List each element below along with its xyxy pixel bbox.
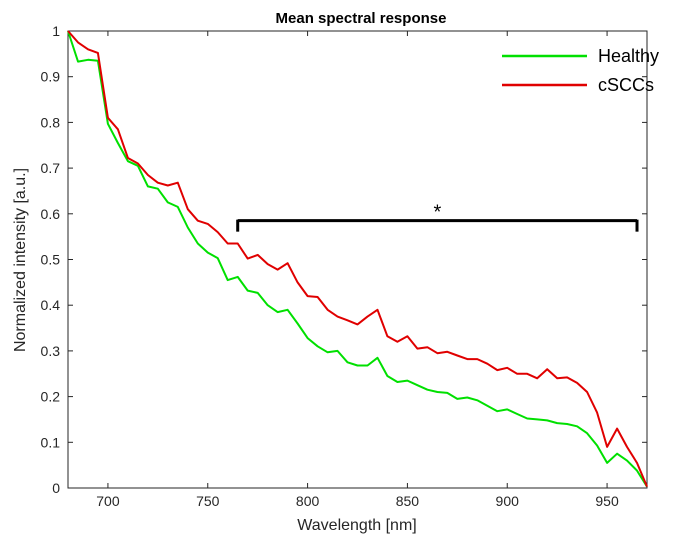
chart-title: Mean spectral response	[276, 10, 447, 27]
x-axis-label: Wavelength [nm]	[297, 517, 416, 534]
y-tick-label: 0.1	[41, 434, 61, 450]
axes-box	[67, 30, 648, 489]
legend-label-csccs: cSCCs	[598, 75, 654, 95]
x-tick-label: 900	[496, 493, 520, 509]
y-tick-label: 0.4	[41, 297, 61, 313]
y-tick-label: 0.9	[41, 69, 61, 85]
y-tick-label: 0.2	[41, 389, 61, 405]
y-tick-label: 0.6	[41, 206, 61, 222]
series-line-csccs	[67, 30, 648, 487]
x-tick-label: 950	[595, 493, 619, 509]
x-tick-label: 750	[196, 493, 220, 509]
x-tick-label: 800	[296, 493, 320, 509]
x-tick-label: 850	[396, 493, 420, 509]
plot-area: 700 750 800 850 900 950 0 0.1 0.2 0.3 0.4 0.5 0.6 0.7…	[41, 23, 648, 509]
y-tick-label: 0.5	[41, 252, 61, 268]
y-tick-label: 0.3	[41, 343, 61, 359]
legend: Healthy cSCCs	[502, 46, 659, 95]
y-tick-label: 0	[52, 480, 60, 496]
y-tick-label: 0.8	[41, 114, 61, 130]
y-tick-label: 1	[52, 23, 60, 39]
significance-marker: *	[433, 202, 441, 224]
series-line-healthy	[67, 30, 648, 488]
x-tick-label: 700	[96, 493, 120, 509]
legend-label-healthy: Healthy	[598, 46, 659, 66]
y-tick-label: 0.7	[41, 160, 61, 176]
y-axis-label: Normalized intensity [a.u.]	[12, 168, 29, 352]
